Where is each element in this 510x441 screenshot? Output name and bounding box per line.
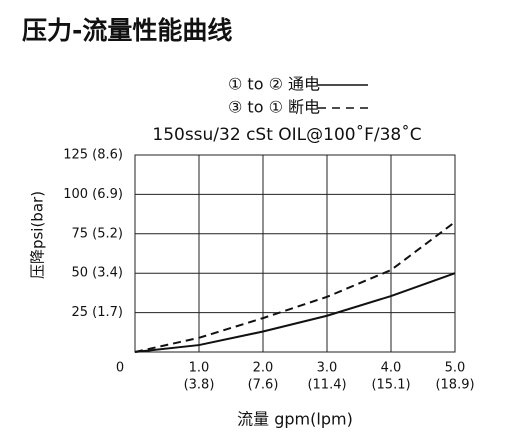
y-axis-title: 压降psi(bar): [29, 191, 47, 279]
series-line: [134, 272, 456, 353]
series-line: [134, 221, 456, 353]
x-tick-label: 5.0: [445, 361, 466, 376]
x-tick-label: 4.0: [381, 361, 402, 376]
y-tick-label: 100 (6.9): [63, 187, 123, 202]
x-tick-sublabel: (15.1): [371, 378, 410, 393]
plot-frame: [134, 154, 456, 353]
chart-title: 压力-流量性能曲线: [22, 16, 232, 45]
y-tick-label: 75 (5.2): [72, 226, 124, 241]
x-tick-sublabel: (18.9): [435, 378, 474, 393]
x-tick-label: 2.0: [253, 361, 274, 376]
x-tick-sublabel: (3.8): [184, 378, 215, 393]
chart-subtitle: 150ssu/32 cSt OIL@100˚F/38˚C: [152, 124, 421, 145]
y-tick-label: 0: [116, 361, 124, 376]
y-tick-label: 50 (3.4): [72, 266, 124, 281]
y-tick-label: 125 (8.6): [63, 148, 123, 163]
y-tick-label: 25 (1.7): [72, 305, 124, 320]
legend-label: ① to ② 通电: [228, 75, 320, 94]
x-axis-title: 流量 gpm(lpm): [237, 410, 353, 429]
x-tick-sublabel: (11.4): [307, 378, 346, 393]
x-tick-label: 1.0: [189, 361, 210, 376]
legend-label: ③ to ① 断电: [228, 98, 320, 117]
x-tick-label: 3.0: [317, 361, 338, 376]
x-tick-sublabel: (7.6): [248, 378, 279, 393]
